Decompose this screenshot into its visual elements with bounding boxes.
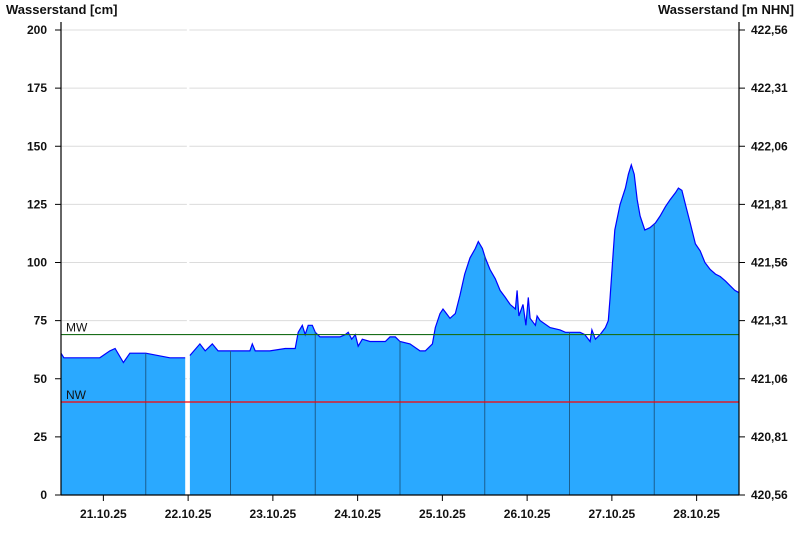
area-fill: [61, 348, 186, 495]
x-tick-label: 26.10.25: [504, 507, 551, 521]
reference-lines: MW NW: [61, 321, 739, 403]
area-series: [60, 22, 740, 495]
left-axis-title: Wasserstand [cm]: [6, 2, 118, 17]
right-axis-title: Wasserstand [m NHN]: [658, 2, 794, 17]
right-tick-label: 421,06: [751, 372, 788, 386]
right-tick-label: 421,81: [751, 197, 788, 211]
right-tick-label: 422,06: [751, 139, 788, 153]
x-tick-label: 22.10.25: [165, 507, 212, 521]
area-fill: [189, 164, 739, 495]
right-tick-label: 421,31: [751, 314, 788, 328]
x-tick-label: 24.10.25: [334, 507, 381, 521]
left-tick-label: 175: [27, 81, 47, 95]
right-tick-label: 422,31: [751, 81, 788, 95]
x-tick-label: 23.10.25: [250, 507, 297, 521]
left-tick-label: 150: [27, 139, 47, 153]
left-tick-label: 75: [34, 314, 48, 328]
x-tick-label: 25.10.25: [419, 507, 466, 521]
right-tick-label: 422,56: [751, 23, 788, 37]
axes: 0 420,56 25 420,81 50 421,06 75 421,31 100 421,56…: [27, 22, 788, 521]
left-tick-label: 200: [27, 23, 47, 37]
left-tick-label: 100: [27, 256, 47, 270]
left-tick-label: 125: [27, 197, 47, 211]
x-tick-label: 27.10.25: [589, 507, 636, 521]
right-tick-label: 421,56: [751, 256, 788, 270]
right-tick-label: 420,56: [751, 488, 788, 502]
x-tick-label: 21.10.25: [80, 507, 127, 521]
series-line: [189, 162, 740, 356]
right-tick-label: 420,81: [751, 430, 788, 444]
x-tick-label: 28.10.25: [673, 507, 720, 521]
left-tick-label: 25: [34, 430, 48, 444]
series-line: [60, 347, 186, 364]
left-tick-label: 50: [34, 372, 48, 386]
reference-label-nw: NW: [66, 388, 87, 402]
left-tick-label: 0: [40, 488, 47, 502]
reference-label-mw: MW: [66, 321, 88, 335]
